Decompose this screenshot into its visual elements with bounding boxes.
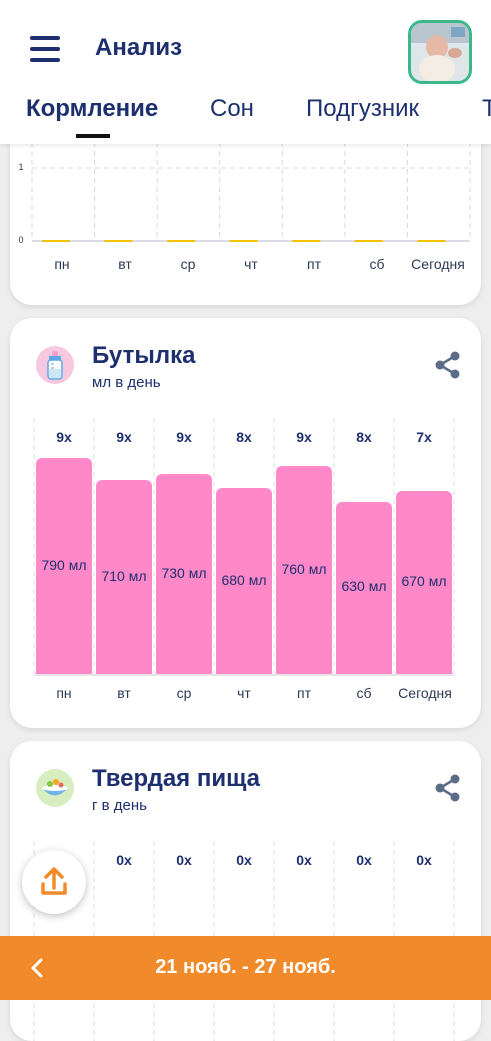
x-label-wed: ср [180, 256, 196, 272]
active-tab-indicator [76, 134, 110, 138]
count-thu: 0x [236, 852, 252, 868]
count-today: 0x [416, 852, 432, 868]
bottle-icon [36, 346, 74, 384]
count-sat: 0x [356, 852, 372, 868]
bottle-title: Бутылка [92, 342, 196, 369]
bar-6[interactable] [396, 490, 452, 674]
count-today: 7x [416, 429, 432, 445]
date-range-bar: 21 нояб. - 27 нояб. [0, 936, 491, 1000]
y-tick-0: 0 [18, 235, 24, 245]
export-button[interactable] [22, 850, 86, 914]
count-wed: 9x [176, 429, 192, 445]
upload-icon [41, 867, 67, 895]
menu-icon[interactable] [30, 36, 60, 62]
feeding-mini-chart [31, 142, 471, 242]
count-tue: 0x [116, 852, 132, 868]
count-tue: 9x [116, 429, 132, 445]
x-label-thu: чт [237, 685, 251, 701]
bar-value-wed: 730 мл [161, 565, 207, 581]
bar-3[interactable] [216, 488, 272, 674]
count-fri: 9x [296, 429, 312, 445]
bar-4[interactable] [276, 466, 332, 674]
bar-value-today: 670 мл [401, 573, 447, 589]
bowl-icon [36, 769, 74, 807]
solid-food-subtitle: г в день [92, 797, 147, 814]
bar-2[interactable] [156, 474, 212, 674]
bar-value-tue: 710 мл [101, 568, 147, 584]
share-icon[interactable] [432, 772, 464, 804]
bar-value-thu: 680 мл [221, 572, 267, 588]
bar-value-fri: 760 мл [281, 561, 327, 577]
avatar[interactable] [408, 20, 472, 84]
count-mon: 9x [56, 429, 72, 445]
count-sat: 8x [356, 429, 372, 445]
chevron-left-icon[interactable] [24, 954, 52, 982]
bar-value-mon: 790 мл [41, 557, 87, 573]
x-label-tue: вт [117, 685, 131, 701]
x-label-mon: пн [54, 256, 70, 272]
y-tick-1: 1 [18, 162, 24, 172]
bar-value-sat: 630 мл [341, 578, 387, 594]
bar-0[interactable] [36, 458, 92, 674]
solid-food-title: Твердая пища [92, 765, 260, 792]
tab-more[interactable]: Т [482, 95, 491, 122]
tab-feeding[interactable]: Кормление [26, 95, 159, 122]
x-label-thu: чт [244, 256, 258, 272]
tab-diaper[interactable]: Подгузник [306, 95, 419, 122]
x-label-sat: сб [356, 685, 372, 701]
date-range-label: 21 нояб. - 27 нояб. [155, 956, 336, 978]
x-label-wed: ср [176, 685, 192, 701]
x-label-today: Сегодня [398, 685, 452, 701]
bar-5[interactable] [336, 501, 392, 674]
x-label-sat: сб [369, 256, 385, 272]
x-label-fri: пт [297, 685, 311, 701]
x-label-today: Сегодня [411, 256, 465, 272]
bottle-card: Бутылка мл в день 9x 9x 9x 8x 9x 8x 7x 7… [10, 318, 481, 728]
page-title: Анализ [95, 34, 183, 61]
x-label-fri: пт [307, 256, 321, 272]
count-wed: 0x [176, 852, 192, 868]
x-label-mon: пн [56, 685, 72, 701]
bottle-chart-grid [33, 418, 455, 676]
tab-sleep[interactable]: Сон [210, 95, 254, 122]
x-label-tue: вт [118, 256, 132, 272]
tab-bar: Кормление Сон Подгузник Т [0, 95, 491, 141]
share-icon[interactable] [432, 349, 464, 381]
bar-1[interactable] [96, 479, 152, 674]
app-header: Анализ Кормление Сон Подгузник Т [0, 0, 491, 144]
feeding-chart-card: 1 0 пн вт ср чт пт сб Сегодня [10, 120, 481, 305]
count-thu: 8x [236, 429, 252, 445]
bottle-subtitle: мл в день [92, 374, 161, 391]
count-fri: 0x [296, 852, 312, 868]
